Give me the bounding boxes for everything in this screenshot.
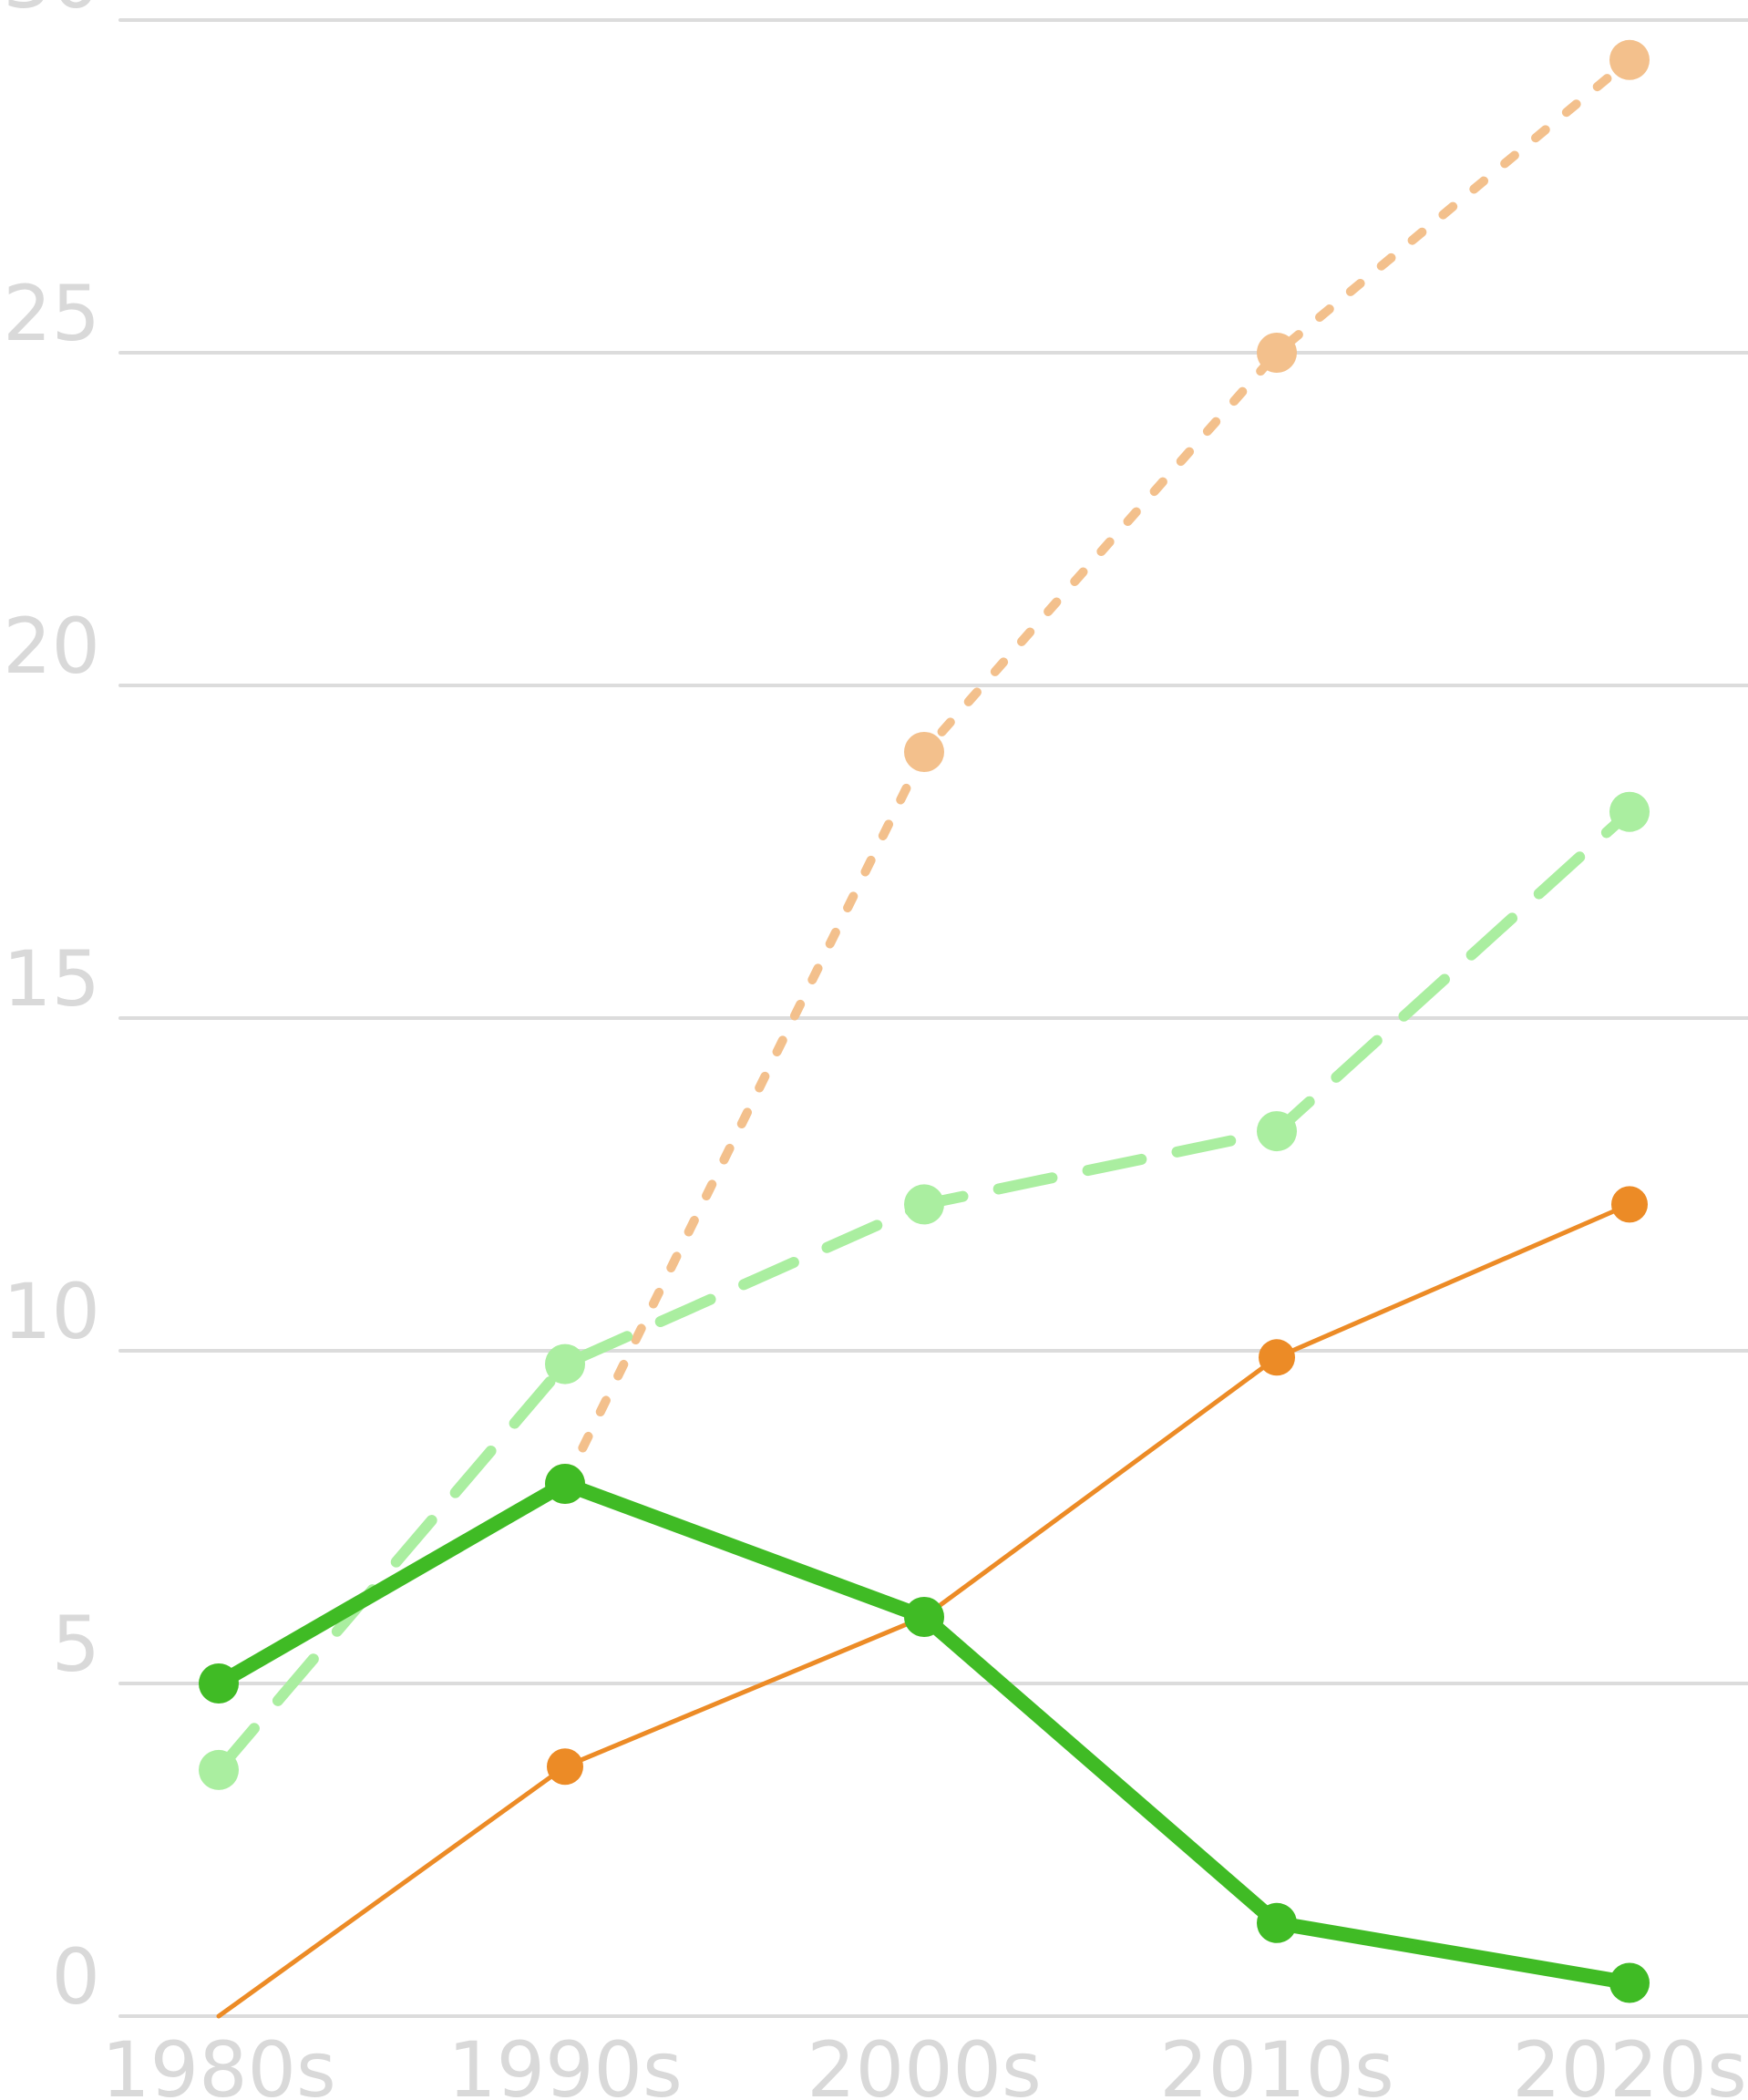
data-point: [1259, 1339, 1295, 1376]
series-layer: [199, 39, 1650, 2019]
y-tick-label: 25: [3, 269, 100, 358]
y-tick-label: 5: [52, 1600, 100, 1689]
data-point: [1609, 39, 1650, 80]
x-tick-label: 2020s: [1512, 2025, 1747, 2100]
x-tick-label: 2000s: [807, 2025, 1042, 2100]
series-light-orange-dashed: [545, 39, 1650, 1504]
data-point: [904, 1184, 944, 1225]
data-point: [1611, 1186, 1648, 1223]
gridlines: [118, 18, 1748, 2018]
data-point: [1257, 1111, 1297, 1152]
x-tick-label: 1980s: [101, 2025, 336, 2100]
data-point: [199, 1663, 239, 1704]
series-green-solid: [199, 1464, 1650, 2003]
series-line: [560, 55, 1634, 1488]
series-light-green-dashed: [199, 791, 1650, 1790]
y-tick-label: 0: [52, 1932, 100, 2022]
data-point: [904, 1597, 944, 1637]
y-tick-label: 15: [3, 934, 100, 1024]
y-tick-label: 30: [3, 0, 100, 26]
x-tick-label: 2010s: [1159, 2025, 1394, 2100]
data-point: [1257, 333, 1297, 373]
data-point: [199, 1749, 239, 1790]
data-point: [1257, 1902, 1297, 1943]
data-point: [904, 732, 944, 772]
y-tick-label: 10: [3, 1267, 100, 1356]
y-tick-label: 20: [3, 602, 100, 691]
data-point: [545, 1343, 585, 1385]
x-tick-label: 1990s: [447, 2025, 683, 2100]
y-axis-ticks: 0 5 10 15 20 25 30: [3, 0, 100, 2022]
x-axis-ticks: 1980s 1990s 2000s 2010s 2020s: [101, 2025, 1747, 2100]
data-point: [1609, 1962, 1650, 2003]
series-line: [211, 1477, 1637, 1991]
data-point: [547, 1748, 583, 1786]
data-point: [1609, 791, 1650, 832]
data-point: [545, 1464, 585, 1504]
